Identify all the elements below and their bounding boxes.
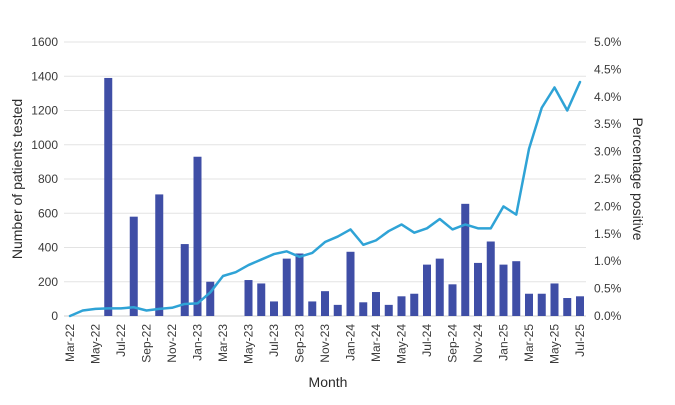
bar-May-23 xyxy=(244,280,253,316)
bar-Apr-24 xyxy=(384,304,393,316)
bar-Jan-24 xyxy=(346,251,355,316)
x-tick-label: Jan-23 xyxy=(191,324,205,361)
y2-tick-label: 2.0% xyxy=(594,199,622,213)
y2-tick-label: 4.5% xyxy=(594,62,622,76)
bar-series-patients-tested xyxy=(104,77,584,317)
y-tick-label: 800 xyxy=(38,172,58,186)
y-tick-label: 200 xyxy=(38,275,58,289)
y-tick-label: 600 xyxy=(38,206,58,220)
x-tick-label: Nov-22 xyxy=(165,324,179,363)
line-series-percentage-positive xyxy=(68,80,582,318)
x-tick-label: Jan-25 xyxy=(497,324,511,361)
bar-Aug-23 xyxy=(282,258,291,316)
y-tick-label: 1600 xyxy=(31,35,58,49)
bar-Nov-24 xyxy=(474,262,482,316)
x-tick-label: Jul-22 xyxy=(114,324,128,357)
y-axis-left: 0 200 400 600 800 1000 1200 1400 1600 xyxy=(31,35,58,323)
y-axis-title: Number of patients tested xyxy=(9,99,25,259)
bar-May-25 xyxy=(550,283,559,316)
x-tick-label: Jul-24 xyxy=(420,324,434,357)
x-axis-title: Month xyxy=(309,374,348,390)
y-tick-label: 400 xyxy=(38,241,58,255)
bar-Jun-23 xyxy=(257,283,266,316)
x-tick-label: May-22 xyxy=(89,324,103,364)
y2-tick-label: 0.5% xyxy=(594,282,622,296)
bar-Jul-25 xyxy=(576,296,584,316)
bar-Aug-24 xyxy=(435,258,444,316)
x-tick-label: May-24 xyxy=(395,324,409,364)
y2-tick-label: 1.5% xyxy=(594,227,622,241)
x-tick-label: Mar-22 xyxy=(63,324,77,362)
y2-tick-label: 1.0% xyxy=(594,254,622,268)
x-tick-label: May-25 xyxy=(548,324,562,364)
y-axis-right: 0.0% 0.5% 1.0% 1.5% 2.0% 2.5% 3.0% 3.5% 4.0% 4.5%… xyxy=(594,35,622,323)
x-tick-label: Nov-24 xyxy=(471,324,485,363)
y2-tick-label: 5.0% xyxy=(594,35,622,49)
percentage-positive-line xyxy=(68,80,582,318)
bar-Oct-24 xyxy=(461,203,470,316)
y2-tick-label: 3.0% xyxy=(594,145,622,159)
x-tick-label: Mar-23 xyxy=(216,324,230,362)
bar-Jul-24 xyxy=(423,264,431,316)
bar-May-24 xyxy=(397,296,406,316)
bar-Jan-23 xyxy=(193,156,202,316)
x-tick-label: Nov-23 xyxy=(318,324,332,363)
y-tick-label: 1400 xyxy=(31,69,58,83)
bar-Mar-24 xyxy=(372,292,380,316)
y2-tick-label: 4.0% xyxy=(594,90,622,104)
x-tick-label: Mar-25 xyxy=(522,324,536,362)
x-axis: Mar-22 May-22 Jul-22 Sep-22 Nov-22 Jan-23 Mar-… xyxy=(63,324,587,364)
gridlines xyxy=(64,41,586,317)
x-tick-label: Jan-24 xyxy=(344,324,358,361)
bar-Feb-23 xyxy=(206,281,215,316)
bar-Oct-23 xyxy=(308,301,317,316)
bar-Dec-23 xyxy=(333,304,342,316)
bar-Jun-25 xyxy=(563,298,572,316)
y2-tick-label: 3.5% xyxy=(594,117,622,131)
y-tick-label: 1200 xyxy=(31,104,58,118)
x-tick-label: Sep-23 xyxy=(293,324,307,363)
bar-Apr-25 xyxy=(537,293,546,316)
bar-Jan-25 xyxy=(499,264,508,316)
bar-Feb-25 xyxy=(512,261,521,316)
y-tick-label: 1000 xyxy=(31,138,58,152)
bar-Aug-22 xyxy=(129,216,138,316)
bar-Nov-23 xyxy=(321,291,329,316)
bar-Dec-24 xyxy=(486,241,495,316)
x-tick-label: May-23 xyxy=(242,324,256,364)
x-tick-label: Mar-24 xyxy=(369,324,383,362)
bar-Sep-23 xyxy=(295,253,304,316)
bar-Sep-24 xyxy=(448,284,457,316)
y-tick-label: 0 xyxy=(51,309,58,323)
y2-tick-label: 0.0% xyxy=(594,309,622,323)
y2-axis-title: Percentage positive xyxy=(630,118,646,241)
bar-Oct-22 xyxy=(155,194,164,316)
bar-Jun-24 xyxy=(410,293,419,316)
bar-Jun-22 xyxy=(104,77,113,317)
y2-tick-label: 2.5% xyxy=(594,172,622,186)
bar-Feb-24 xyxy=(359,302,368,316)
x-tick-label: Jul-23 xyxy=(267,324,281,357)
bar-Dec-22 xyxy=(180,244,189,316)
x-tick-label: Sep-24 xyxy=(446,324,460,363)
x-tick-label: Jul-25 xyxy=(573,324,587,357)
bar-Mar-25 xyxy=(525,293,533,316)
x-tick-label: Sep-22 xyxy=(140,324,154,363)
bar-Jul-23 xyxy=(270,301,278,316)
